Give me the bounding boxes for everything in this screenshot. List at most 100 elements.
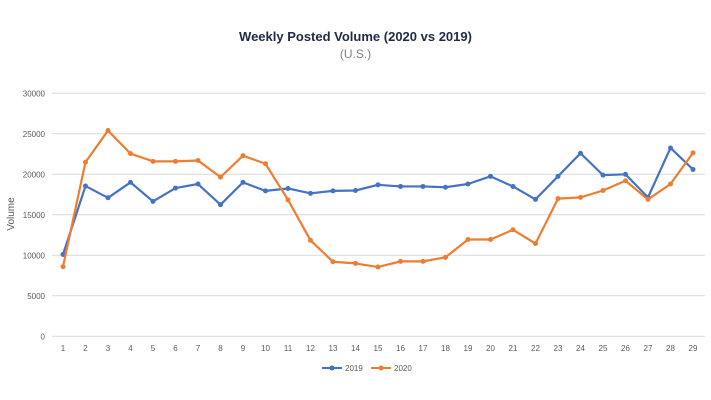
x-tick-label: 23 bbox=[554, 344, 563, 353]
data-point-2019 bbox=[83, 183, 88, 189]
y-tick-label: 10000 bbox=[23, 251, 46, 260]
x-tick-label: 20 bbox=[486, 344, 495, 353]
data-point-2019 bbox=[690, 166, 696, 172]
data-point-2019 bbox=[308, 190, 313, 196]
x-tick-label: 15 bbox=[374, 344, 383, 353]
data-point-2020 bbox=[533, 241, 538, 247]
x-tick-label: 9 bbox=[241, 344, 246, 353]
data-point-2019 bbox=[465, 181, 471, 187]
data-point-2019 bbox=[128, 179, 133, 185]
data-point-2020 bbox=[375, 264, 381, 270]
x-tick-label: 6 bbox=[173, 344, 178, 353]
data-point-2019 bbox=[353, 188, 358, 193]
x-tick-label: 18 bbox=[441, 344, 450, 353]
data-point-2019 bbox=[443, 184, 448, 190]
data-point-2019 bbox=[218, 202, 223, 208]
data-point-2020 bbox=[195, 158, 201, 164]
data-point-2020 bbox=[645, 196, 651, 202]
data-point-2019 bbox=[375, 182, 381, 188]
x-tick-label: 1 bbox=[61, 344, 66, 353]
data-point-2020 bbox=[150, 158, 156, 164]
data-point-2020 bbox=[623, 178, 628, 184]
x-tick-label: 27 bbox=[644, 344, 653, 353]
data-point-2020 bbox=[308, 237, 313, 243]
data-point-2020 bbox=[218, 174, 223, 180]
x-tick-label: 12 bbox=[306, 344, 315, 353]
x-tick-label: 25 bbox=[599, 344, 608, 353]
data-point-2020 bbox=[263, 161, 268, 167]
x-tick-label: 14 bbox=[351, 344, 360, 353]
data-point-2019 bbox=[150, 198, 156, 204]
data-point-2019 bbox=[578, 150, 583, 156]
data-point-2020 bbox=[398, 258, 403, 264]
data-point-2020 bbox=[330, 259, 336, 265]
y-tick-label: 15000 bbox=[23, 211, 46, 220]
data-point-2020 bbox=[578, 194, 583, 200]
data-point-2019 bbox=[105, 195, 111, 201]
data-point-2019 bbox=[285, 185, 291, 191]
y-tick-label: 20000 bbox=[23, 170, 46, 179]
data-point-2019 bbox=[263, 188, 268, 194]
data-point-2020 bbox=[420, 258, 426, 264]
legend-marker-2020 bbox=[378, 365, 384, 371]
series-2020 bbox=[60, 128, 696, 270]
data-point-2020 bbox=[353, 260, 358, 266]
data-point-2019 bbox=[420, 183, 426, 189]
data-point-2019 bbox=[330, 188, 336, 194]
y-tick-label: 0 bbox=[41, 332, 46, 341]
data-point-2020 bbox=[600, 188, 606, 193]
data-point-2019 bbox=[555, 173, 561, 179]
data-point-2020 bbox=[510, 227, 516, 233]
data-point-2020 bbox=[173, 158, 178, 164]
x-tick-label: 16 bbox=[396, 344, 405, 353]
data-point-2019 bbox=[600, 172, 606, 178]
x-tick-label: 22 bbox=[531, 344, 540, 353]
data-point-2020 bbox=[668, 181, 673, 187]
data-point-2019 bbox=[195, 181, 201, 187]
data-point-2020 bbox=[443, 254, 448, 260]
x-tick-label: 5 bbox=[151, 344, 156, 353]
y-axis-label: Volume bbox=[6, 197, 17, 231]
chart-title: Weekly Posted Volume (2020 vs 2019) bbox=[239, 29, 472, 44]
data-point-2020 bbox=[285, 197, 291, 203]
x-tick-label: 2 bbox=[83, 344, 88, 353]
series-2019 bbox=[60, 145, 696, 257]
y-tick-label: 5000 bbox=[27, 292, 45, 301]
data-point-2019 bbox=[398, 183, 403, 189]
x-tick-label: 13 bbox=[329, 344, 338, 353]
legend-label-2019: 2019 bbox=[345, 364, 363, 373]
data-point-2020 bbox=[240, 153, 246, 159]
chart-subtitle: (U.S.) bbox=[339, 47, 372, 61]
x-tick-label: 19 bbox=[464, 344, 473, 353]
x-tick-label: 21 bbox=[509, 344, 518, 353]
x-tick-label: 24 bbox=[576, 344, 585, 353]
data-point-2019 bbox=[510, 183, 516, 189]
data-point-2020 bbox=[465, 237, 471, 243]
legend-marker-2019 bbox=[329, 365, 335, 371]
data-point-2020 bbox=[128, 151, 133, 157]
data-point-2019 bbox=[240, 179, 246, 185]
legend-label-2020: 2020 bbox=[394, 364, 412, 373]
x-tick-label: 7 bbox=[196, 344, 201, 353]
data-point-2020 bbox=[83, 159, 88, 165]
data-point-2020 bbox=[488, 237, 493, 243]
x-tick-label: 26 bbox=[621, 344, 630, 353]
x-tick-label: 8 bbox=[218, 344, 223, 353]
y-tick-label: 25000 bbox=[23, 130, 46, 139]
x-tick-label: 17 bbox=[419, 344, 428, 353]
data-point-2020 bbox=[105, 128, 111, 134]
x-tick-label: 29 bbox=[689, 344, 698, 353]
data-point-2020 bbox=[60, 264, 66, 270]
data-point-2020 bbox=[555, 196, 561, 202]
legend: 2019 2020 bbox=[322, 364, 412, 373]
data-point-2019 bbox=[533, 196, 538, 202]
x-tick-label: 3 bbox=[106, 344, 111, 353]
y-tick-label: 30000 bbox=[23, 89, 46, 98]
x-tick-label: 4 bbox=[128, 344, 133, 353]
x-tick-label: 10 bbox=[261, 344, 270, 353]
data-point-2019 bbox=[173, 185, 178, 191]
x-tick-label: 28 bbox=[666, 344, 675, 353]
data-point-2019 bbox=[668, 145, 673, 151]
data-point-2020 bbox=[690, 150, 696, 156]
